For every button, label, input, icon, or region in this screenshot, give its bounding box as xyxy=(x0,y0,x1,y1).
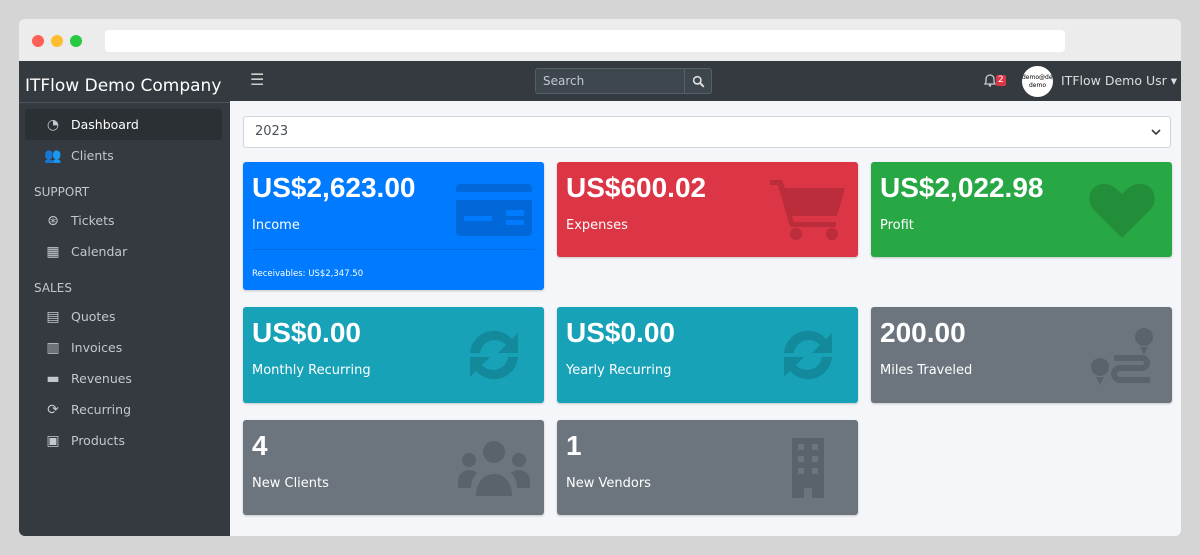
search-input[interactable]: Search xyxy=(535,68,685,94)
sidebar-item-revenues[interactable]: ▬ Revenues xyxy=(25,363,222,394)
calendar-icon: ▦ xyxy=(46,243,60,260)
sidebar-item-dashboard[interactable]: ◔ Dashboard xyxy=(25,109,222,140)
year-value: 2023 xyxy=(255,124,289,139)
sidebar-item-invoices[interactable]: ▥ Invoices xyxy=(25,332,222,363)
top-navbar: ☰ Search 2 demo@demo demo ITFlow Demo Us… xyxy=(230,61,1181,101)
card-label: New Vendors xyxy=(566,476,651,491)
card-value: 200.00 xyxy=(880,317,966,348)
card-label: New Clients xyxy=(252,476,329,491)
card-value: US$0.00 xyxy=(566,317,675,348)
sidebar-item-clients[interactable]: 👥 Clients xyxy=(25,140,222,171)
card-label: Monthly Recurring xyxy=(252,363,371,378)
sidebar-item-label: Recurring xyxy=(71,402,131,417)
avatar[interactable]: demo@demo demo xyxy=(1022,66,1053,97)
card-value: US$2,623.00 xyxy=(252,172,416,203)
sidebar-item-label: Dashboard xyxy=(71,117,139,132)
file-icon: ▤ xyxy=(46,308,60,325)
card-label: Expenses xyxy=(566,218,628,233)
monthly-recurring-card[interactable]: US$0.00 Monthly Recurring xyxy=(243,307,544,403)
sidebar-item-label: Revenues xyxy=(71,371,132,386)
card-label: Yearly Recurring xyxy=(566,363,672,378)
yearly-recurring-card[interactable]: US$0.00 Yearly Recurring xyxy=(557,307,858,403)
browser-window: ITFlow Demo Company ◔ Dashboard 👥 Clients … xyxy=(19,19,1181,536)
box-icon: ▣ xyxy=(46,432,60,449)
credit-card-icon: ▬ xyxy=(46,370,60,387)
sync-icon xyxy=(770,325,846,385)
chevron-down-icon xyxy=(1151,129,1161,136)
address-bar[interactable] xyxy=(105,30,1065,52)
invoice-icon: ▥ xyxy=(46,339,60,356)
card-label: Miles Traveled xyxy=(880,363,973,378)
divider xyxy=(252,249,535,250)
user-menu[interactable]: ITFlow Demo Usr ▾ xyxy=(1061,73,1177,88)
sidebar-item-recurring[interactable]: ⟳ Recurring xyxy=(25,394,222,425)
users-icon xyxy=(456,438,532,498)
search-button[interactable] xyxy=(684,68,712,94)
close-window-button[interactable] xyxy=(32,35,44,47)
year-select[interactable]: 2023 xyxy=(243,116,1171,148)
minimize-window-button[interactable] xyxy=(51,35,63,47)
heart-icon xyxy=(1084,180,1160,240)
card-value: US$0.00 xyxy=(252,317,361,348)
sidebar-item-label: Quotes xyxy=(71,309,116,324)
browser-titlebar xyxy=(19,19,1181,61)
hamburger-menu-icon[interactable]: ☰ xyxy=(250,70,265,89)
section-header-sales: SALES xyxy=(34,281,72,295)
sidebar-item-label: Products xyxy=(71,433,125,448)
sidebar-item-label: Clients xyxy=(71,148,114,163)
expenses-card[interactable]: US$600.02 Expenses xyxy=(557,162,858,257)
sidebar-item-label: Invoices xyxy=(71,340,123,355)
sidebar-item-quotes[interactable]: ▤ Quotes xyxy=(25,301,222,332)
users-icon: 👥 xyxy=(44,147,62,164)
new-clients-card[interactable]: 4 New Clients xyxy=(243,420,544,515)
dashboard-content: 2023 US$2,623.00 Income Receivables: US$… xyxy=(230,101,1181,536)
brand-name[interactable]: ITFlow Demo Company xyxy=(19,61,230,103)
sidebar-item-calendar[interactable]: ▦ Calendar xyxy=(25,236,222,267)
life-ring-icon: ⊛ xyxy=(47,212,59,229)
sync-icon: ⟳ xyxy=(47,401,59,418)
sidebar: ITFlow Demo Company ◔ Dashboard 👥 Clients … xyxy=(19,61,230,536)
card-value: US$600.02 xyxy=(566,172,707,203)
card-value: 1 xyxy=(566,430,582,461)
credit-card-icon xyxy=(456,180,532,240)
route-icon xyxy=(1084,325,1160,385)
maximize-window-button[interactable] xyxy=(70,35,82,47)
card-value: 4 xyxy=(252,430,268,461)
tachometer-icon: ◔ xyxy=(46,116,60,133)
shopping-cart-icon xyxy=(770,180,846,240)
card-value: US$2,022.98 xyxy=(880,172,1044,203)
section-header-support: SUPPORT xyxy=(34,185,90,199)
sidebar-item-label: Calendar xyxy=(71,244,128,259)
sync-icon xyxy=(456,325,532,385)
new-vendors-card[interactable]: 1 New Vendors xyxy=(557,420,858,515)
search-icon xyxy=(692,75,704,87)
receivables-text: Receivables: US$2,347.50 xyxy=(252,269,364,279)
card-label: Income xyxy=(252,218,300,233)
notification-badge: 2 xyxy=(996,75,1006,86)
income-card[interactable]: US$2,623.00 Income Receivables: US$2,347… xyxy=(243,162,544,290)
building-icon xyxy=(770,438,846,498)
user-name: ITFlow Demo Usr xyxy=(1061,73,1167,88)
card-label: Profit xyxy=(880,218,914,233)
sidebar-item-label: Tickets xyxy=(71,213,115,228)
sidebar-item-tickets[interactable]: ⊛ Tickets xyxy=(25,205,222,236)
miles-traveled-card[interactable]: 200.00 Miles Traveled xyxy=(871,307,1172,403)
profit-card[interactable]: US$2,022.98 Profit xyxy=(871,162,1172,257)
sidebar-item-products[interactable]: ▣ Products xyxy=(25,425,222,456)
bell-icon[interactable] xyxy=(984,74,996,87)
